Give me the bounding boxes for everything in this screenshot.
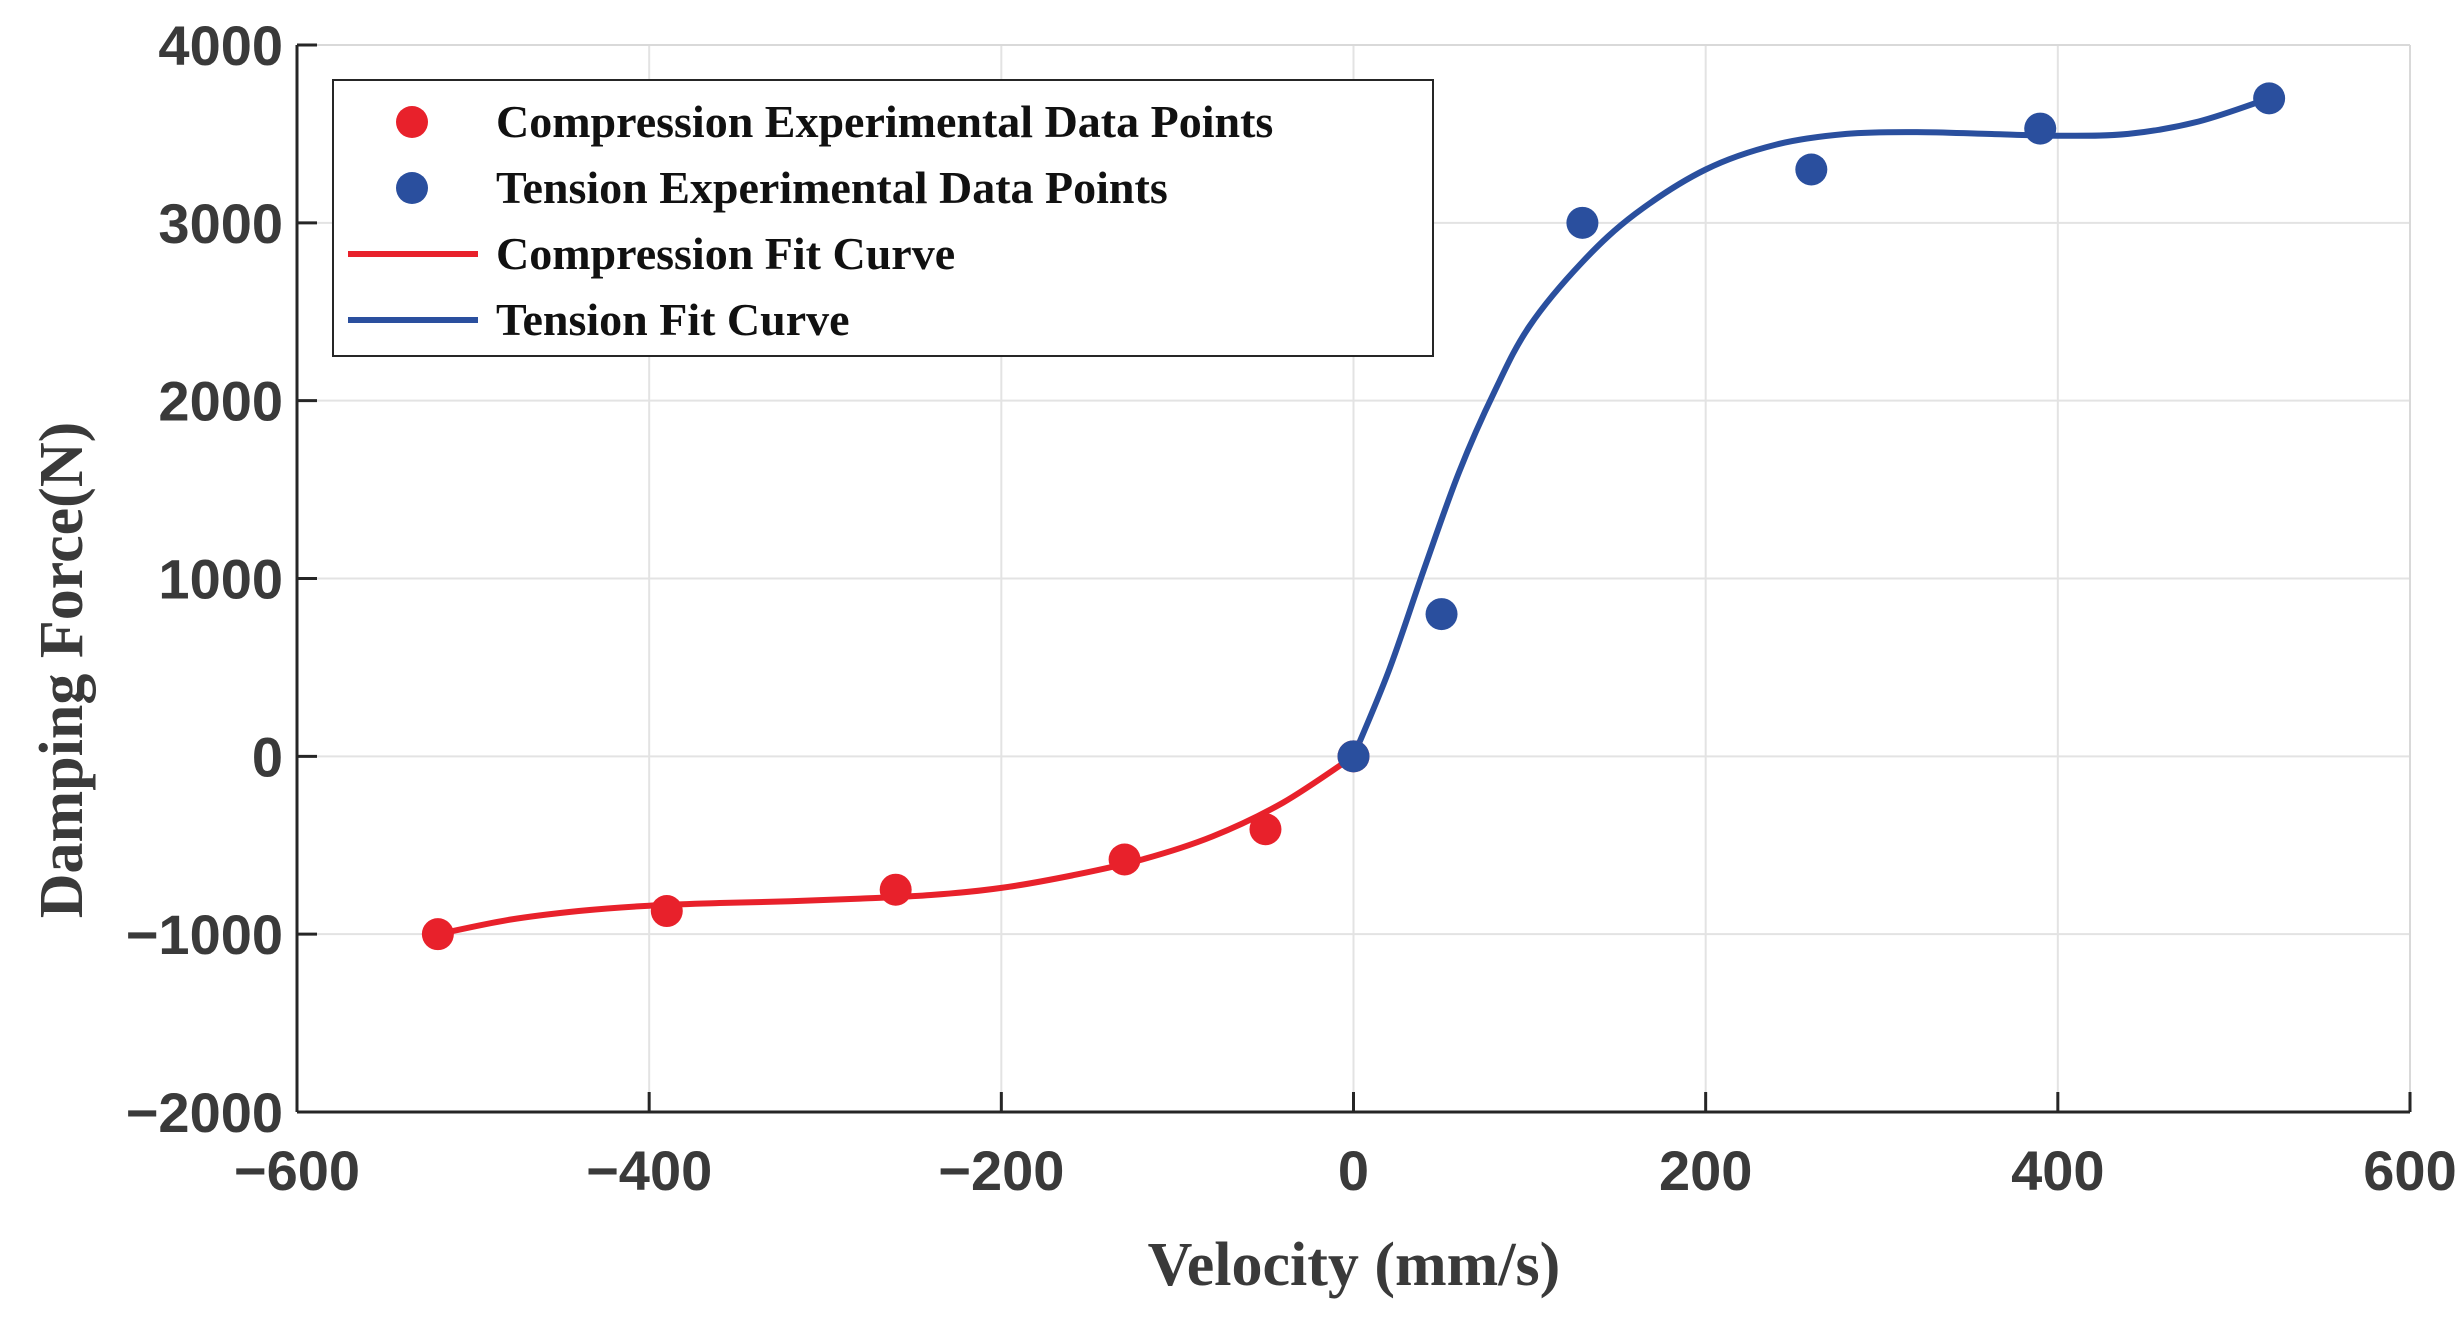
tension-experimental-data-point <box>1425 598 1458 631</box>
compression-experimental-data-point <box>421 918 454 951</box>
tension-experimental-data-point <box>2253 82 2286 115</box>
x-tick-label: −400 <box>586 1139 712 1202</box>
y-tick-label: −1000 <box>126 903 283 966</box>
tension-experimental-data-point <box>1566 206 1599 239</box>
y-tick-label: −2000 <box>126 1081 283 1144</box>
compression-experimental-data-point <box>1108 843 1141 876</box>
x-tick-label: 0 <box>1338 1139 1369 1202</box>
tension-experimental-data-point <box>1337 740 1370 773</box>
y-tick-label: 2000 <box>158 370 283 433</box>
legend-box <box>332 79 1434 357</box>
compression-experimental-data-point <box>650 895 683 928</box>
compression-experimental-data-point <box>1249 813 1282 846</box>
plot-area <box>421 82 2286 951</box>
y-tick-label: 0 <box>252 725 283 788</box>
x-tick-label: 200 <box>1659 1139 1752 1202</box>
x-tick-label: −600 <box>234 1139 360 1202</box>
tension-experimental-data-point <box>2024 112 2057 145</box>
y-tick-label: 3000 <box>158 192 283 255</box>
legend: Compression Experimental Data Points Tens… <box>332 79 1434 357</box>
x-tick-label: −200 <box>938 1139 1064 1202</box>
tension-fit-curve-line <box>1350 95 2273 760</box>
x-axis-label: Velocity (mm/s) <box>1148 1231 1561 1299</box>
legend-marker <box>396 106 428 138</box>
y-axis-ticks: −2000 −1000 0 1000 2000 3000 4000 <box>126 14 317 1144</box>
legend-label: Compression Experimental Data Points <box>496 96 1273 147</box>
y-axis-label: Damping Force(N) <box>28 422 96 918</box>
x-tick-label: 600 <box>2363 1139 2456 1202</box>
legend-label: Tension Fit Curve <box>496 294 850 345</box>
y-tick-label: 4000 <box>158 14 283 77</box>
x-tick-label: 400 <box>2011 1139 2104 1202</box>
legend-label: Tension Experimental Data Points <box>496 162 1168 213</box>
legend-label: Compression Fit Curve <box>496 228 955 279</box>
tension-experimental-data-point <box>1795 153 1828 186</box>
y-tick-label: 1000 <box>158 548 283 611</box>
legend-marker <box>396 172 428 204</box>
compression-fit-curve-line <box>434 753 1357 938</box>
x-axis-ticks: −600 −400 −200 0 200 400 600 <box>234 1092 2457 1202</box>
compression-experimental-data-point <box>879 873 912 906</box>
